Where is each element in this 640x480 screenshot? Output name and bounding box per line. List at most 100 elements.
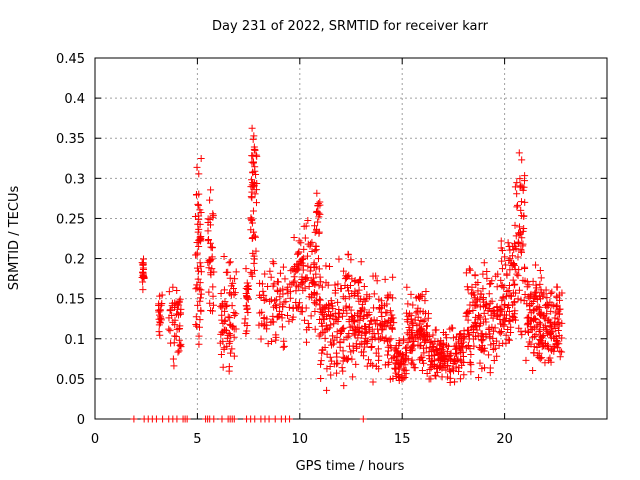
data-point	[520, 224, 528, 232]
data-point	[323, 365, 331, 373]
data-point	[183, 415, 191, 423]
data-point	[219, 337, 227, 345]
data-point	[362, 325, 370, 333]
data-point	[308, 248, 316, 256]
data-point	[248, 270, 256, 278]
data-point	[460, 333, 468, 341]
data-point	[493, 352, 501, 360]
data-point	[407, 290, 415, 298]
data-point	[295, 237, 303, 245]
data-point	[485, 304, 493, 312]
data-point	[197, 237, 205, 245]
data-point	[490, 356, 498, 364]
data-point	[426, 366, 434, 374]
data-point	[556, 347, 564, 355]
data-point	[244, 309, 252, 317]
data-point	[545, 328, 553, 336]
data-point	[196, 294, 204, 302]
data-point	[422, 344, 430, 352]
data-point	[527, 309, 535, 317]
data-point	[533, 344, 541, 352]
data-point	[348, 355, 356, 363]
data-point	[450, 356, 458, 364]
data-point	[402, 344, 410, 352]
data-point	[496, 311, 504, 319]
data-point	[368, 317, 376, 325]
data-point	[251, 163, 259, 171]
data-point	[304, 320, 312, 328]
data-point	[465, 331, 473, 339]
data-point	[303, 274, 311, 282]
data-point	[370, 304, 378, 312]
data-point	[409, 360, 417, 368]
data-point	[230, 415, 238, 423]
data-point	[485, 326, 493, 334]
data-point	[282, 298, 290, 306]
data-point	[301, 316, 309, 324]
data-point	[300, 222, 308, 230]
data-point	[289, 279, 297, 287]
data-point	[384, 291, 392, 299]
data-point	[232, 268, 240, 276]
data-point	[170, 362, 178, 370]
data-point	[385, 336, 393, 344]
data-point	[408, 326, 416, 334]
data-point	[316, 296, 324, 304]
data-point	[469, 298, 477, 306]
data-point	[433, 365, 441, 373]
data-point	[420, 359, 428, 367]
data-point	[514, 201, 522, 209]
data-point	[479, 285, 487, 293]
data-point	[502, 331, 510, 339]
data-point	[358, 308, 366, 316]
data-point	[506, 246, 514, 254]
data-point	[223, 342, 231, 350]
data-point	[530, 324, 538, 332]
data-point	[253, 180, 261, 188]
data-point	[391, 364, 399, 372]
data-point	[140, 265, 148, 273]
data-point	[530, 332, 538, 340]
data-point	[228, 345, 236, 353]
data-point	[457, 342, 465, 350]
data-point	[356, 276, 364, 284]
data-point	[535, 328, 543, 336]
data-point	[372, 349, 380, 357]
x-tick-label: 0	[91, 432, 99, 447]
data-point	[425, 332, 433, 340]
data-point	[232, 310, 240, 318]
data-point	[499, 339, 507, 347]
data-point	[479, 333, 487, 341]
data-point	[195, 323, 203, 331]
data-point	[327, 371, 335, 379]
data-point	[306, 267, 314, 275]
data-point	[489, 307, 497, 315]
data-point	[511, 316, 519, 324]
data-point	[284, 311, 292, 319]
data-point	[511, 183, 519, 191]
data-point	[314, 218, 322, 226]
data-point	[225, 330, 233, 338]
y-tick-labels: 0 0.05 0.1 0.15 0.2 0.25 0.3 0.35 0.4 0.45	[56, 52, 85, 428]
data-point	[558, 348, 566, 356]
data-point	[318, 322, 326, 330]
data-point	[397, 361, 405, 369]
data-point	[544, 341, 552, 349]
data-point	[443, 357, 451, 365]
data-point	[221, 298, 229, 306]
data-point	[423, 322, 431, 330]
data-point	[258, 308, 266, 316]
data-point	[372, 272, 380, 280]
data-point	[509, 276, 517, 284]
data-point	[250, 259, 258, 267]
data-point	[317, 375, 325, 383]
data-point	[222, 303, 230, 311]
data-point	[504, 239, 512, 247]
data-point	[194, 301, 202, 309]
data-point	[473, 297, 481, 305]
data-point	[195, 170, 203, 178]
data-point	[439, 339, 447, 347]
data-point	[512, 245, 520, 253]
data-point	[156, 318, 164, 326]
data-point	[451, 378, 459, 386]
